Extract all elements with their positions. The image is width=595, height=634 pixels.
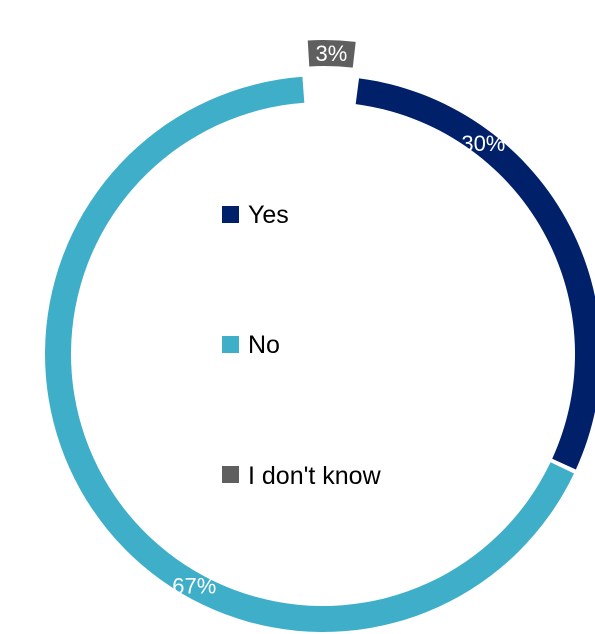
slice-yes — [355, 78, 595, 470]
slice-label-yes: 30% — [461, 131, 505, 156]
legend-label-i-dont-know: I don't know — [248, 462, 382, 490]
legend-label-no: No — [248, 331, 280, 359]
donut-slices — [45, 40, 595, 632]
slice-label-i-don-t-know: 3% — [316, 41, 348, 66]
legend-swatch-no — [222, 336, 239, 353]
legend: Yes No I don't know — [222, 201, 382, 490]
legend-swatch-i-dont-know — [222, 466, 239, 483]
legend-label-yes: Yes — [248, 201, 289, 229]
legend-swatch-yes — [222, 206, 239, 223]
slice-i-don-t-know — [307, 40, 356, 68]
slice-labels: 30% 67% 3% — [172, 41, 505, 599]
slice-label-no: 67% — [172, 574, 216, 599]
